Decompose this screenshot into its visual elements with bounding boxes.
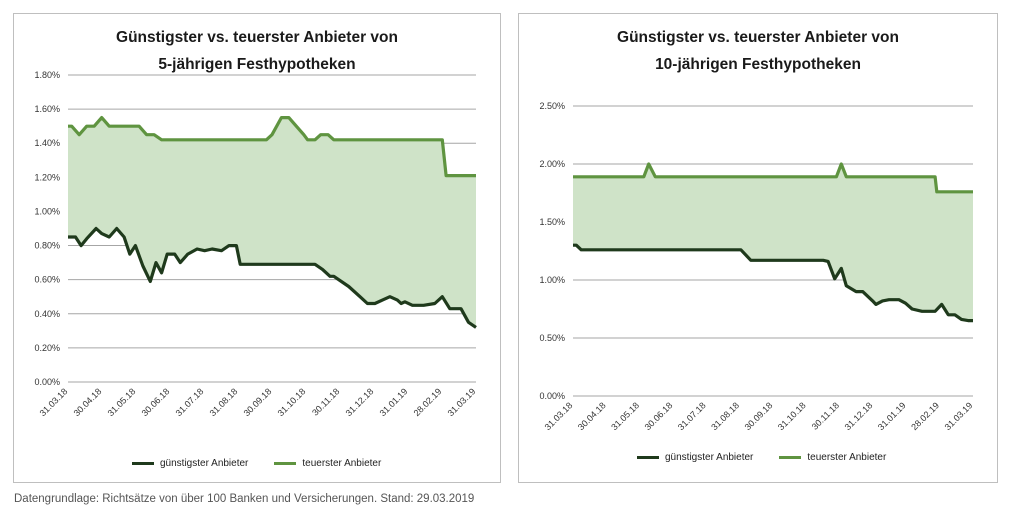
- chart-plot-10y: 0.00%0.50%1.00%1.50%2.00%2.50%31.03.18 30…: [539, 101, 975, 432]
- y-tick-label: 1.40%: [34, 138, 60, 148]
- series-line-expensive: [573, 162, 973, 194]
- x-tick-label: 31.10.18: [276, 386, 308, 418]
- y-tick-label: 1.00%: [539, 275, 565, 285]
- y-tick-label: 1.60%: [34, 104, 60, 114]
- y-tick-label: 1.20%: [34, 172, 60, 182]
- y-tick-label: 2.00%: [539, 159, 565, 169]
- y-tick-label: 1.50%: [539, 217, 565, 227]
- chart-title-line2: 10-jährigen Festhypotheken: [655, 56, 861, 73]
- legend-label-expensive: teuerster Anbieter: [302, 458, 382, 469]
- x-tick-label: 31.08.18: [709, 400, 741, 432]
- spread-area: [68, 117, 476, 328]
- series-line-cheapest: [573, 243, 973, 323]
- legend-label-cheapest: günstigster Anbieter: [665, 452, 754, 463]
- legend-5y: günstigster Anbieter teuerster Anbieter: [132, 458, 381, 469]
- x-tick-label: 31.05.18: [106, 386, 138, 418]
- y-tick-label: 0.20%: [34, 343, 60, 353]
- legend-label-expensive: teuerster Anbieter: [807, 452, 887, 463]
- chart-panel-10y: Günstigster vs. teuerster Anbieter von 1…: [518, 13, 998, 483]
- chart-plot-5y: 0.00% 0.20% 0.40% 0.60% 0.80% 1.00% 1.20% 1.40%…: [34, 70, 478, 418]
- y-tick-label: 0.50%: [539, 333, 565, 343]
- x-tick-label: 30.11.18: [310, 386, 341, 417]
- x-tick-label: 30.06.18: [643, 400, 675, 432]
- y-tick-label: 0.00%: [539, 391, 565, 401]
- chart-panel-5y: Günstigster vs. teuerster Anbieter von 5…: [13, 13, 501, 483]
- x-tick-label: 30.09.18: [743, 400, 775, 432]
- x-tick-label: 31.07.18: [174, 386, 206, 418]
- x-tick-label: 30.11.18: [810, 400, 841, 431]
- x-tick-label: 31.07.18: [676, 400, 708, 432]
- legend-swatch-expensive: [274, 462, 297, 465]
- x-tick-label: 31.12.18: [843, 400, 875, 432]
- series-line-cheapest: [68, 226, 477, 329]
- x-tick-label: 31.12.18: [344, 386, 376, 418]
- y-tick-label: 0.80%: [34, 241, 60, 251]
- x-tick-label: 30.04.18: [576, 400, 608, 432]
- x-tick-label: 30.09.18: [242, 386, 274, 418]
- y-tick-label: 0.40%: [34, 309, 60, 319]
- legend-swatch-cheapest: [132, 462, 154, 465]
- x-tick-label: 31.08.18: [208, 386, 240, 418]
- y-tick-label: 0.00%: [34, 377, 60, 387]
- x-tick-label: 30.06.18: [140, 386, 172, 418]
- x-tick-label: 31.10.18: [776, 400, 808, 432]
- x-tick-label: 28.02.19: [412, 386, 444, 418]
- legend-swatch-expensive: [779, 456, 802, 459]
- series-line-expensive: [68, 116, 476, 178]
- x-tick-label: 31.03.19: [446, 386, 478, 418]
- chart-title-line2: 5-jährigen Festhypotheken: [158, 56, 356, 73]
- source-note: Datengrundlage: Richtsätze von über 100 …: [14, 493, 475, 505]
- y-tick-label: 1.00%: [34, 206, 60, 216]
- chart-title-line1: Günstigster vs. teuerster Anbieter von: [617, 29, 899, 46]
- y-tick-label: 2.50%: [539, 101, 565, 111]
- x-tick-label: 31.03.18: [38, 386, 70, 418]
- x-tick-label: 31.01.19: [876, 400, 908, 432]
- y-tick-label: 0.60%: [34, 275, 60, 285]
- y-tick-label: 1.80%: [34, 70, 60, 80]
- x-tick-label: 28.02.19: [909, 400, 941, 432]
- legend-label-cheapest: günstigster Anbieter: [160, 458, 249, 469]
- x-tick-label: 31.03.19: [943, 400, 975, 432]
- spread-area: [573, 164, 973, 321]
- x-tick-label: 31.05.18: [609, 400, 641, 432]
- legend-swatch-cheapest: [637, 456, 659, 459]
- x-tick-label: 31.01.19: [378, 386, 410, 418]
- x-tick-label: 31.03.18: [543, 400, 575, 432]
- x-tick-label: 30.04.18: [72, 386, 104, 418]
- legend-10y: günstigster Anbieter teuerster Anbieter: [637, 452, 886, 463]
- chart-title-line1: Günstigster vs. teuerster Anbieter von: [116, 29, 398, 46]
